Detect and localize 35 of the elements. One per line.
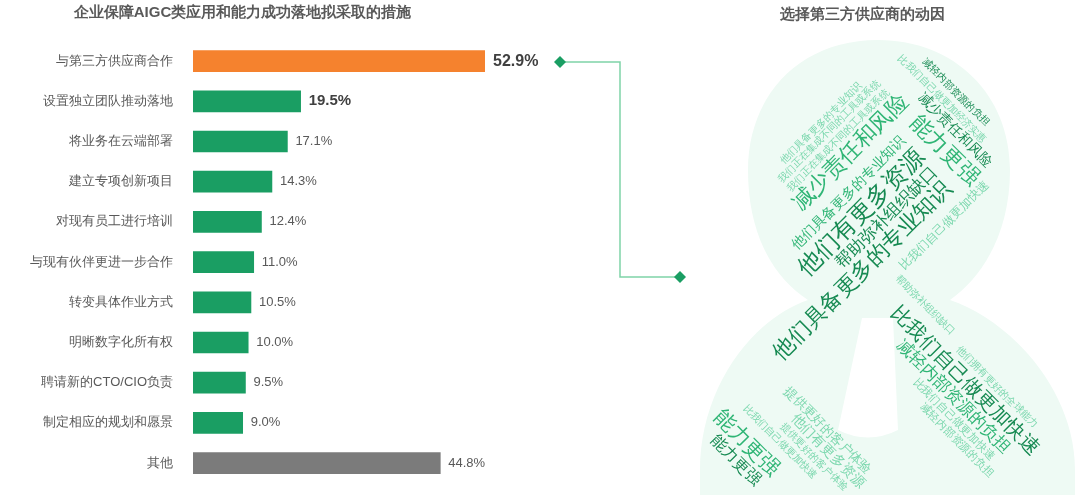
data-label: 10.0% — [256, 334, 294, 350]
chart-title: 企业保障AIGC类应用和能力成功落地拟采取的措施 — [72, 3, 413, 21]
data-label: 12.4% — [269, 213, 307, 229]
y-tick-label: 设置独立团队推动落地 — [43, 92, 173, 108]
bar — [193, 291, 252, 314]
y-tick-label: 制定相应的规划和愿景 — [43, 414, 173, 430]
y-tick-label: 聘请新的CTO/CIO负责 — [41, 374, 173, 390]
bar — [193, 90, 301, 113]
bar — [193, 452, 441, 474]
data-label: 17.1% — [295, 133, 333, 149]
bar — [193, 371, 246, 394]
data-label: 11.0% — [261, 253, 299, 269]
y-tick-label: 对现有员工进行培训 — [56, 213, 173, 229]
bar — [193, 251, 255, 273]
bar — [193, 130, 288, 153]
data-label: 14.3% — [279, 173, 318, 189]
data-label: 19.5% — [308, 91, 352, 109]
text: 选择第三方供应商的动因 — [778, 5, 946, 23]
data-label: 9.5% — [253, 374, 284, 390]
y-tick-label: 建立专项创新项目 — [68, 173, 173, 189]
y-tick-label: 与现有伙伴更进一步合作 — [30, 253, 173, 269]
bar — [193, 50, 485, 72]
y-tick-label: 与第三方供应商合作 — [56, 52, 173, 68]
y-tick-label: 明晰数字化所有权 — [69, 334, 173, 350]
data-label: 9.0% — [250, 414, 281, 430]
bar — [193, 412, 244, 434]
y-tick-label: 将业务在云端部署 — [68, 133, 173, 149]
data-label: 44.8% — [448, 454, 486, 470]
data-label: 52.9% — [493, 51, 539, 69]
bar — [193, 211, 262, 233]
y-tick-label: 转变具体作业方式 — [69, 293, 173, 309]
y-tick-label: 其他 — [147, 454, 173, 470]
data-label: 10.5% — [258, 293, 297, 309]
bar — [193, 331, 249, 354]
bar — [193, 170, 273, 193]
